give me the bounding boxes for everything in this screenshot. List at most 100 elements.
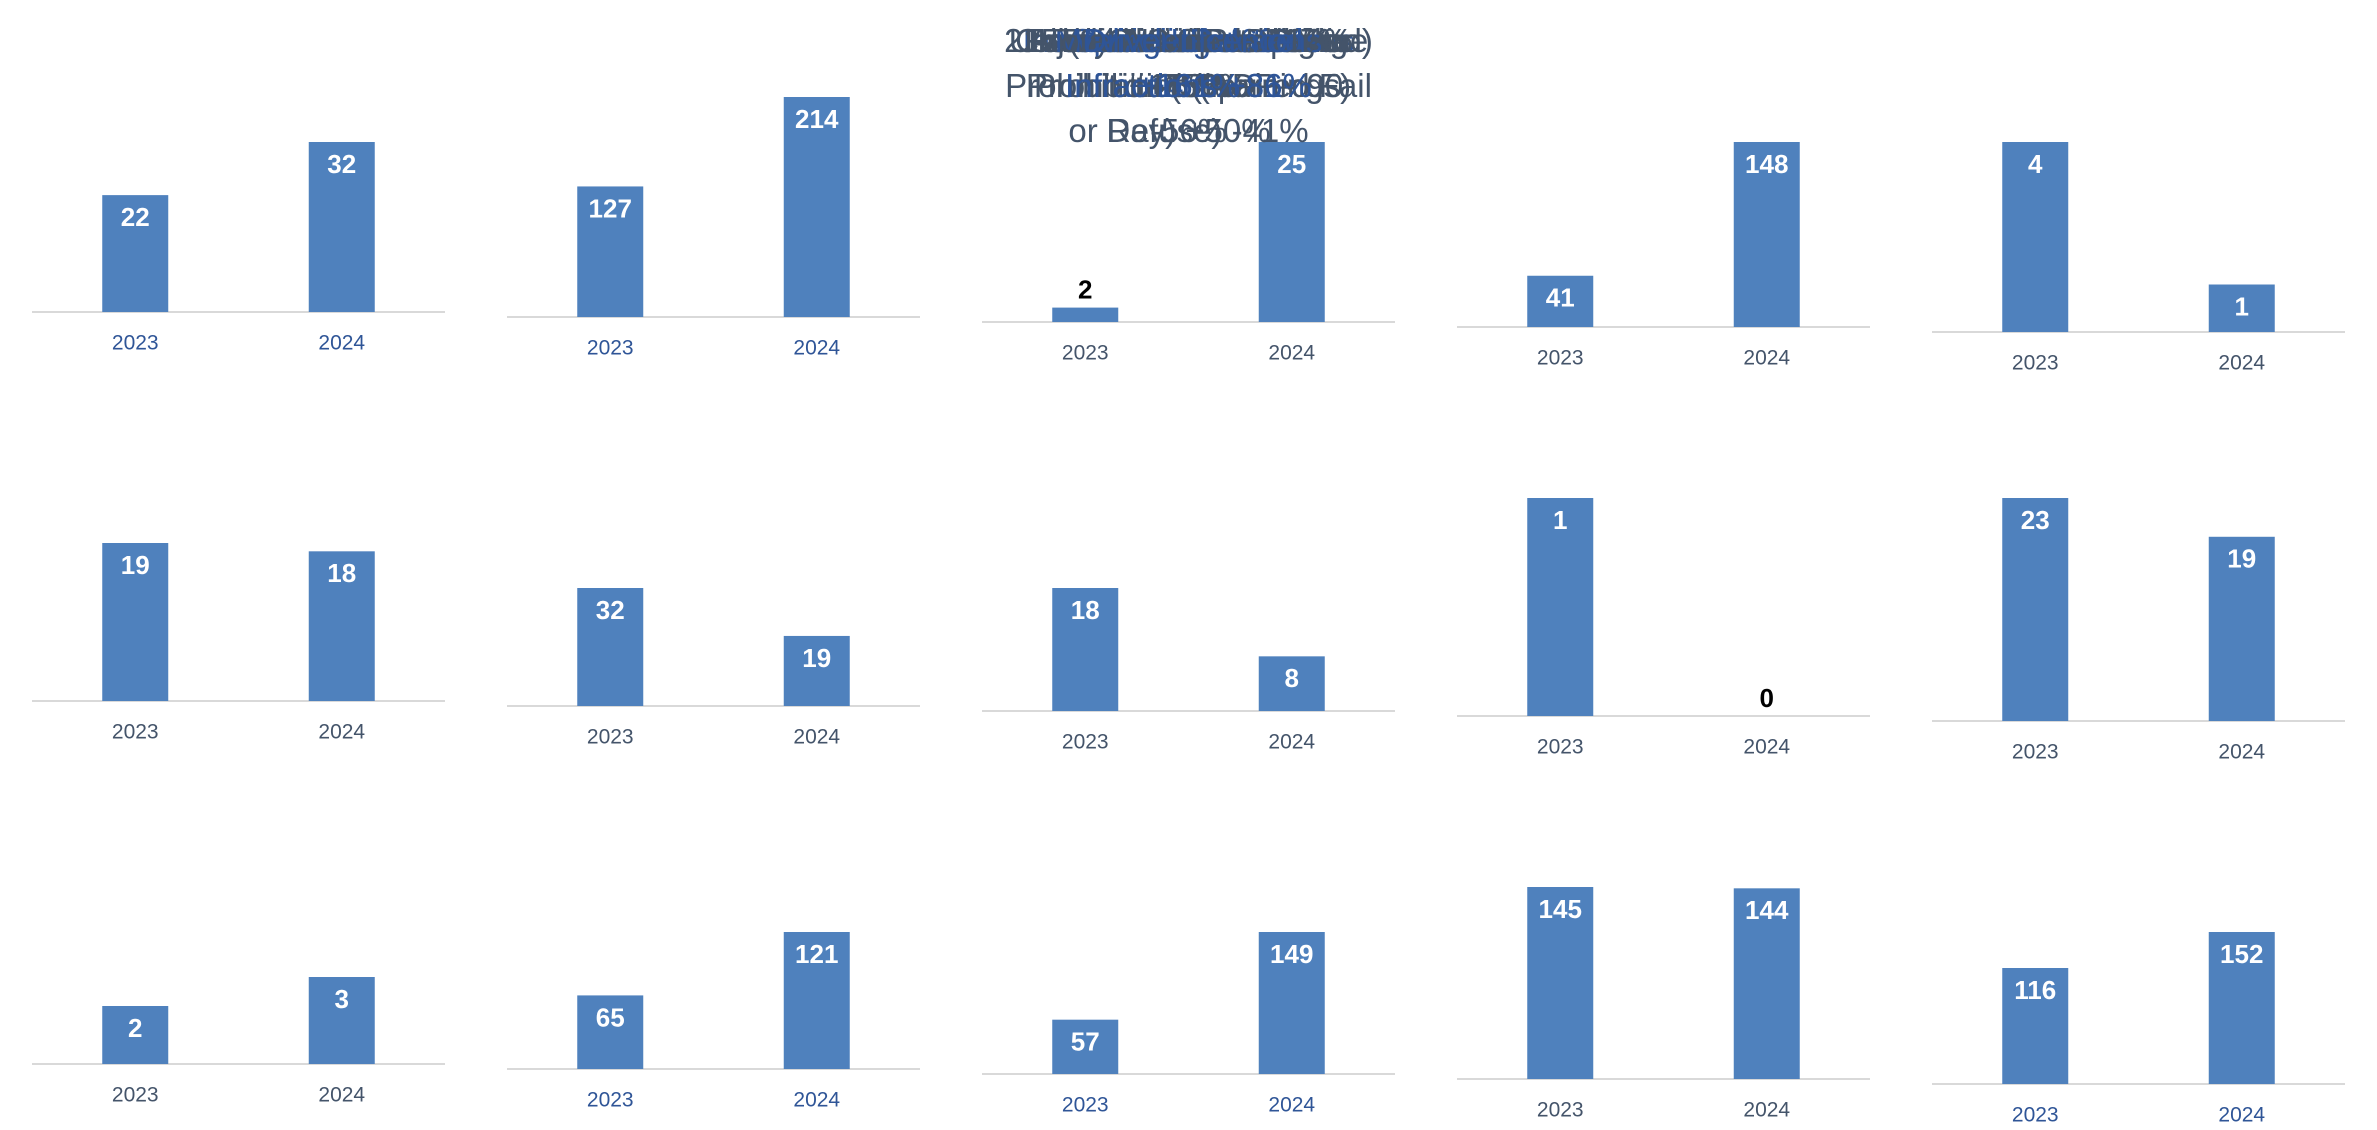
- data-label: 19: [2227, 544, 2256, 574]
- x-tick-label: 2024: [2218, 352, 2265, 375]
- data-label: 4: [2028, 149, 2043, 179]
- chart-panel: Intersection Infractions +45% 22 2023 32 202…: [4, 4, 1355, 399]
- x-tick-label: 2024: [2218, 741, 2265, 764]
- chart-title: Total Accidents -1%: [1044, 22, 1333, 59]
- chart: 57 2023 149 2024: [982, 932, 1395, 1117]
- x-tick-label: 2024: [1743, 347, 1790, 370]
- data-label: 19: [121, 550, 150, 580]
- bar: [577, 995, 644, 1069]
- chart: 2 2023 25 2024: [982, 142, 1395, 365]
- data-label: 3: [335, 984, 349, 1014]
- bar: [102, 195, 169, 312]
- bar: [1733, 142, 1800, 327]
- data-label: 2: [128, 1013, 142, 1043]
- bar: [1258, 142, 1325, 322]
- x-tick-label: 2023: [112, 1084, 159, 1107]
- data-label: 145: [1539, 894, 1582, 924]
- chart-panel: Use of Electronic Device +261% 41 2023 148 2…: [1009, 4, 1898, 399]
- bar: [102, 1006, 169, 1064]
- data-label: 2: [1078, 274, 1092, 304]
- bar: [308, 977, 375, 1064]
- chart: 18 2023 8 2024: [982, 588, 1395, 754]
- chart-title: Moving Infractions +161%: [1054, 22, 1323, 104]
- chart-panel: Injury Accidents -17% 23 2023 19 2024: [1030, 22, 2373, 788]
- data-label: 144: [1745, 895, 1789, 925]
- data-label: 152: [2220, 939, 2263, 969]
- bar: [1052, 307, 1119, 322]
- x-tick-label: 2024: [793, 726, 840, 749]
- bar: [1527, 498, 1594, 716]
- chart-title: Fatal Collisions -100%: [1024, 22, 1353, 59]
- data-label: 32: [327, 149, 356, 179]
- bar: [1258, 932, 1325, 1074]
- x-tick-label: 2024: [2218, 1104, 2265, 1127]
- chart: 22 2023 32 2024: [32, 142, 445, 355]
- x-tick-label: 2024: [1743, 1099, 1790, 1122]
- bar: [1733, 888, 1800, 1079]
- bar: [2208, 536, 2275, 721]
- x-tick-label: 2023: [2012, 741, 2059, 764]
- chart-panel: Driver Licence Infractions +31% 116 2023 15…: [1065, 22, 2373, 1130]
- chart-title: Use of Electronic Device +261%: [1008, 22, 1369, 104]
- x-tick-label: 2023: [1062, 342, 1109, 365]
- chart-title: Injury Accidents -17%: [1029, 22, 1348, 59]
- bar: [1052, 588, 1119, 711]
- chart-panel: Immediate Roadside Prohibition (Impaired…: [479, 22, 1372, 788]
- x-tick-label: 2023: [587, 337, 634, 360]
- data-label: 41: [1546, 283, 1575, 313]
- bar: [1258, 656, 1325, 711]
- data-label: 23: [2021, 505, 2050, 535]
- bar: [2002, 968, 2069, 1084]
- chart-title: Intersection Infractions +45%: [1022, 22, 1355, 104]
- chart: 32 2023 19 2024: [507, 588, 920, 749]
- chart-title: 215 (24 Hour Prohibition) -5%: [1004, 22, 1373, 104]
- x-tick-label: 2023: [1537, 1099, 1584, 1122]
- chart-panel: Criminal Code Impaired -75% 4 2023 1 2024: [1015, 4, 2373, 399]
- data-label: 149: [1270, 939, 1313, 969]
- x-tick-label: 2024: [318, 1084, 365, 1107]
- chart: 23 2023 19 2024: [1932, 498, 2345, 764]
- bar: [783, 635, 850, 706]
- chart-panel: Vehicle Related Infractions +86% 65 2023 12…: [479, 22, 1312, 1130]
- data-label: 22: [121, 202, 150, 232]
- chart-panel: 215 (24 Hour Prohibition) -5% 19 2023 18 202…: [4, 22, 1373, 788]
- x-tick-label: 2023: [112, 721, 159, 744]
- data-label: 8: [1285, 663, 1299, 693]
- bar: [1527, 887, 1594, 1079]
- chart-title: Driver Licence Infractions +31%: [1065, 22, 1312, 104]
- data-label: 0: [1760, 683, 1774, 713]
- bar: [1052, 1019, 1119, 1074]
- chart: 41 2023 148 2024: [1457, 142, 1870, 370]
- bar: [308, 142, 375, 312]
- bar: [783, 932, 850, 1069]
- x-tick-label: 2023: [587, 1089, 634, 1112]
- x-tick-label: 2024: [793, 1089, 840, 1112]
- x-tick-label: 2023: [1062, 1094, 1109, 1117]
- x-tick-label: 2024: [318, 721, 365, 744]
- chart-panel: Excess Speeding +1150% 2 2023 25 2024: [954, 4, 1423, 399]
- bar: [2002, 498, 2069, 721]
- x-tick-label: 2023: [112, 332, 159, 355]
- x-tick-label: 2023: [1537, 347, 1584, 370]
- chart-title: Vehicle Related Infractions +86%: [1065, 22, 1312, 104]
- data-label: 116: [2014, 975, 2056, 1005]
- x-tick-label: 2024: [1268, 731, 1315, 754]
- bar: [308, 551, 375, 701]
- bar: [577, 588, 644, 706]
- data-label: 127: [589, 193, 632, 223]
- chart-title: Speeding +69%: [1071, 22, 1306, 59]
- data-label: 121: [795, 939, 838, 969]
- data-label: 19: [802, 643, 831, 673]
- chart-title: Administrative Driving Prohibition (ADP …: [1028, 22, 1349, 149]
- chart-title: Immediate Roadside Prohibition (Warnings…: [1025, 22, 1352, 149]
- data-label: 65: [596, 1002, 625, 1032]
- x-tick-label: 2024: [793, 337, 840, 360]
- chart-panel: Total Accidents -1% 145 2023 144 2024: [1045, 22, 1898, 1130]
- data-label: 32: [596, 595, 625, 625]
- bar: [102, 543, 169, 701]
- data-label: 214: [795, 104, 839, 134]
- chart-title: Immediate Roadside Prohibition (Impaired…: [1005, 22, 1372, 149]
- x-tick-label: 2023: [1062, 731, 1109, 754]
- chart-panel: Administrative Driving Prohibition (ADP …: [4, 22, 1348, 1130]
- data-label: 148: [1745, 149, 1788, 179]
